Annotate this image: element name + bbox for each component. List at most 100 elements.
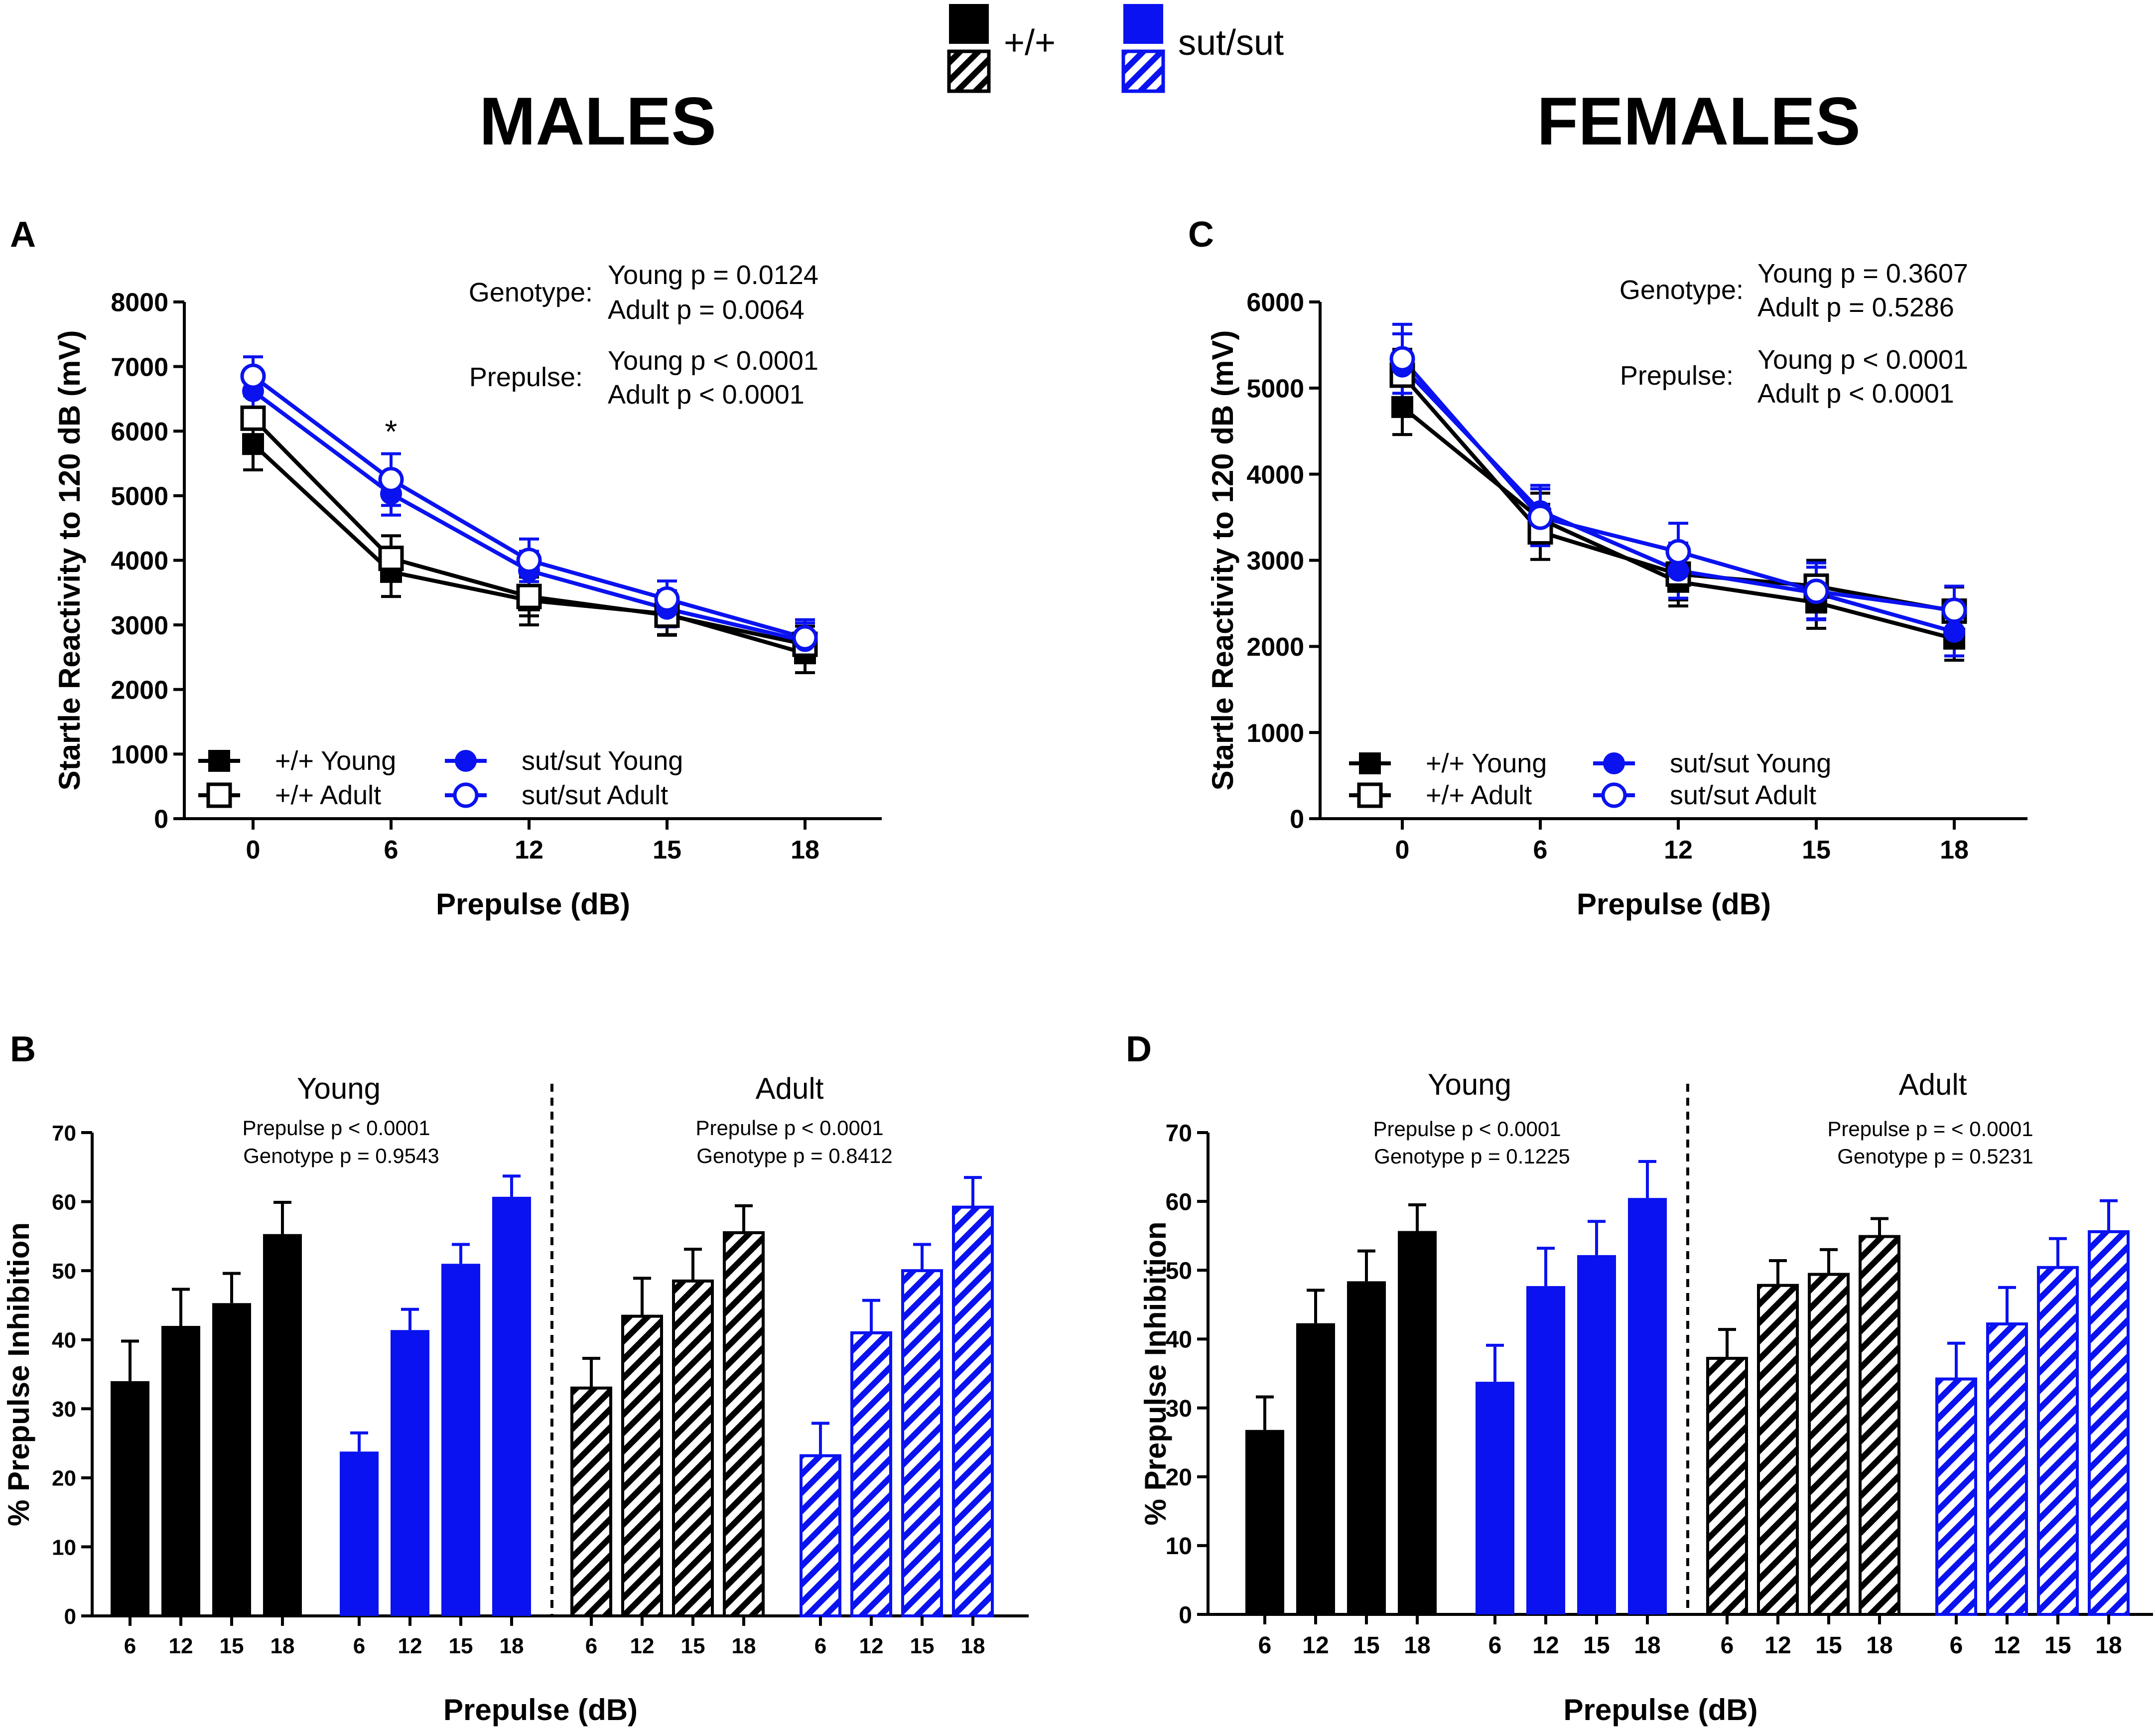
panel-b-x-tick-label: 15 xyxy=(681,1634,705,1658)
panel-d-y-tick-label: 50 xyxy=(1166,1258,1192,1285)
panel-b-x-tick-label: 15 xyxy=(220,1634,244,1658)
panel-d-x-tick-label: 18 xyxy=(1634,1632,1660,1659)
males-heading: MALES xyxy=(479,83,716,159)
panel-a-data-point xyxy=(792,625,818,651)
panel-b-stats: Young Prepulse p < 0.0001 Genotype p = 0… xyxy=(242,1072,892,1167)
panel-c-prepulse-label: Prepulse: xyxy=(1620,361,1734,391)
panel-a-y-tick-label: 8000 xyxy=(111,289,168,317)
panel-letter-d: D xyxy=(1126,1029,1152,1069)
panel-c-y-tick-label: 6000 xyxy=(1246,289,1304,317)
wt-hatched-swatch xyxy=(947,49,991,93)
panel-c-legend-label: +/+ Young xyxy=(1426,748,1547,778)
panel-b-bar xyxy=(672,1279,714,1617)
panel-c-data-point xyxy=(1665,539,1691,565)
panel-b-x-tick-label: 12 xyxy=(398,1634,422,1658)
panel-d-adult-title: Adult xyxy=(1899,1068,1967,1101)
panel-b-x-tick-label: 18 xyxy=(500,1634,524,1658)
panel-b-x-tick-label: 12 xyxy=(859,1634,884,1658)
panel-b-y-tick-label: 50 xyxy=(52,1259,76,1284)
mut-solid-swatch xyxy=(1123,4,1163,44)
mut-legend-label: sut/sut xyxy=(1178,23,1284,63)
panel-c-legend-label: sut/sut Young xyxy=(1670,748,1831,778)
panel-a-y-tick-label: 6000 xyxy=(111,418,168,446)
panel-b-x-tick-label: 15 xyxy=(449,1634,473,1658)
panel-a-genotype-label: Genotype: xyxy=(469,278,593,307)
panel-d-x-tick-label: 18 xyxy=(1866,1632,1892,1659)
panel-b-x-tick-label: 18 xyxy=(961,1634,985,1658)
panel-a-x-tick-label: 15 xyxy=(653,836,681,865)
panel-b-young-genotype: Genotype p = 0.9543 xyxy=(243,1144,439,1167)
panel-c-x-axis-label: Prepulse (dB) xyxy=(1577,887,1771,921)
panel-a-prepulse-adult: Adult p < 0.0001 xyxy=(608,380,805,410)
panel-d-bar xyxy=(1476,1382,1514,1614)
panel-a-data-point xyxy=(516,583,542,609)
panel-b-x-axis-label: Prepulse (dB) xyxy=(443,1693,638,1727)
panel-c-genotype-adult: Adult p = 0.5286 xyxy=(1757,292,1954,322)
panel-letter-a: A xyxy=(10,215,36,255)
panel-a-y-tick-label: 2000 xyxy=(111,676,168,705)
panel-c-data-point xyxy=(1391,396,1413,418)
panel-c-legend-marker xyxy=(1357,782,1383,808)
panel-b-bar xyxy=(161,1326,200,1616)
panel-b-bar xyxy=(263,1234,302,1616)
panel-d-young-title: Young xyxy=(1428,1068,1511,1101)
panel-b-y-tick-label: 30 xyxy=(52,1397,76,1422)
panel-a-data-point xyxy=(242,433,264,455)
panel-b-x-tick-label: 6 xyxy=(353,1634,365,1658)
panel-a-stats: Genotype: Young p = 0.0124 Adult p = 0.0… xyxy=(469,260,818,410)
panel-a-data-point xyxy=(378,466,404,492)
panel-b-bar xyxy=(952,1205,994,1618)
panel-d-x-tick-label: 12 xyxy=(1532,1632,1559,1659)
panel-a-x-tick-label: 6 xyxy=(384,836,399,865)
panel-b-bar xyxy=(800,1454,841,1618)
panel-c-legend-marker xyxy=(1359,752,1381,774)
panel-d-bar xyxy=(1245,1430,1284,1614)
panel-d-x-tick-label: 6 xyxy=(1258,1632,1272,1659)
panel-c-data-point xyxy=(1527,504,1553,530)
panel-d-x-tick-label: 6 xyxy=(1488,1632,1502,1659)
chart-panel-a: 0 1000 2000 3000 4000 5000 6000 7000 8000 Startle… xyxy=(53,289,882,921)
panel-a-legend-marker xyxy=(208,750,230,772)
panel-a-y-tick-label: 0 xyxy=(154,805,168,834)
panel-d-bar xyxy=(1859,1235,1900,1616)
panel-a-legend-label: +/+ Adult xyxy=(275,780,381,810)
panel-d-young-genotype: Genotype p = 0.1225 xyxy=(1374,1145,1570,1168)
panel-c-stats: Genotype: Young p = 0.3607 Adult p = 0.5… xyxy=(1619,259,1968,409)
panel-b-bar xyxy=(492,1196,531,1616)
panel-d-x-tick-label: 18 xyxy=(2095,1632,2122,1659)
panel-b-y-tick-label: 60 xyxy=(52,1190,76,1214)
panel-a-legend-label: +/+ Young xyxy=(275,746,396,776)
top-legend: +/+ sut/sut xyxy=(947,4,1284,93)
panel-a-y-tick-label: 5000 xyxy=(111,482,168,511)
panel-b-adult-genotype: Genotype p = 0.8412 xyxy=(696,1144,892,1167)
panel-a-genotype-young: Young p = 0.0124 xyxy=(608,260,818,290)
panel-b-bar xyxy=(111,1381,149,1616)
panel-a-data-point xyxy=(240,405,266,431)
panel-d-bar xyxy=(1935,1377,1977,1616)
chart-panel-b: 0 10 20 30 40 50 60 70 % Prepulse Inhibition 6 12 1… xyxy=(2,1084,1029,1727)
panel-b-y-tick-label: 0 xyxy=(64,1604,76,1629)
panel-letter-c: C xyxy=(1188,215,1214,255)
panel-d-bar xyxy=(1808,1273,1850,1616)
panel-d-y-tick-label: 20 xyxy=(1166,1464,1192,1491)
panel-c-data-point xyxy=(1941,597,1967,623)
panel-c-x-tick-label: 15 xyxy=(1802,836,1831,865)
panel-d-stats: Young Prepulse p < 0.0001 Genotype p = 0… xyxy=(1373,1068,2033,1168)
panel-a-legend-marker xyxy=(453,782,479,808)
panel-b-y-tick-label: 20 xyxy=(52,1466,76,1491)
panel-b-bar xyxy=(340,1451,379,1616)
panel-d-x-tick-label: 18 xyxy=(1404,1632,1430,1659)
panel-d-bar xyxy=(1398,1231,1437,1614)
panel-b-x-tick-label: 6 xyxy=(124,1634,136,1658)
panel-c-data-point xyxy=(1389,346,1415,372)
panel-d-y-tick-label: 10 xyxy=(1166,1533,1192,1560)
panel-a-genotype-adult: Adult p = 0.0064 xyxy=(608,295,805,325)
panel-c-y-tick-label: 3000 xyxy=(1246,547,1304,576)
panel-b-x-tick-label: 15 xyxy=(910,1634,935,1658)
panel-d-y-tick-label: 60 xyxy=(1166,1189,1192,1215)
panel-a-data-point xyxy=(516,548,542,573)
panel-a-legend-marker xyxy=(455,750,477,772)
mut-hatched-swatch xyxy=(1121,49,1165,93)
panel-d-bar xyxy=(1296,1323,1335,1614)
